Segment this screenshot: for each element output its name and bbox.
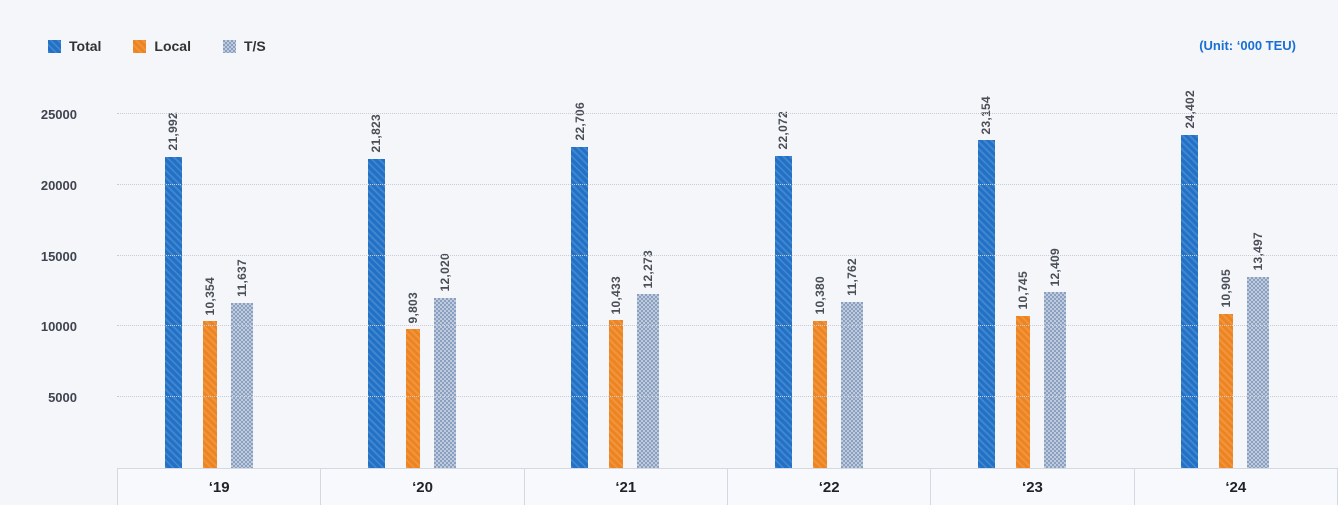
bar-column-local: 10,745 <box>1015 90 1030 468</box>
legend-swatch-ts-icon <box>222 39 236 53</box>
bar-t-s[interactable] <box>1247 276 1270 468</box>
y-axis-tick-label: 10000 <box>40 319 77 335</box>
unit-label: (Unit: ‘000 TEU) <box>1199 38 1296 53</box>
gridline <box>117 325 1337 327</box>
legend-swatch-local-icon <box>133 39 147 53</box>
bar-value-label: 10,380 <box>812 276 827 315</box>
bar-total[interactable] <box>977 140 995 468</box>
legend-label-ts: T/S <box>243 38 266 54</box>
bar-column-total: 22,706 <box>571 90 589 468</box>
y-axis-tick-label: 20000 <box>40 177 77 193</box>
gridline <box>117 254 1337 256</box>
bar-column-t-s: 12,409 <box>1043 90 1066 468</box>
bar-total[interactable] <box>1181 134 1199 468</box>
bar-value-label: 13,497 <box>1251 232 1266 271</box>
bar-t-s[interactable] <box>230 303 253 468</box>
bar-t-s[interactable] <box>840 301 863 468</box>
x-axis-label: ‘20 <box>320 469 523 505</box>
y-axis-tick-label: 15000 <box>40 248 77 264</box>
bar-value-label: 12,409 <box>1047 247 1062 287</box>
bar-local[interactable] <box>1219 313 1234 468</box>
legend-item-local[interactable]: Local <box>133 38 191 54</box>
y-axis-tick-label: 25000 <box>40 107 77 123</box>
bar-local[interactable] <box>1015 315 1030 468</box>
bar-local[interactable] <box>609 320 624 468</box>
bar-value-label: 21,823 <box>369 114 384 153</box>
bar-value-label: 11,637 <box>234 259 249 298</box>
gridline <box>117 396 1337 398</box>
bar-column-local: 10,905 <box>1219 90 1234 468</box>
bar-value-label: 21,992 <box>166 112 181 151</box>
bar-column-local: 10,354 <box>202 90 217 468</box>
gridline <box>117 183 1337 185</box>
x-axis-label: ‘19 <box>117 469 320 505</box>
bar-value-label: 9,803 <box>405 291 420 324</box>
bar-column-total: 21,823 <box>367 90 385 468</box>
bar-value-label: 11,762 <box>844 257 859 296</box>
bar-total[interactable] <box>571 146 589 468</box>
bar-column-t-s: 12,273 <box>637 90 660 468</box>
bar-cluster: 22,706 10,433 12,273 <box>571 90 660 468</box>
bar-column-t-s: 11,762 <box>840 90 863 468</box>
bar-value-label: 10,354 <box>202 276 217 316</box>
bar-group: 21,823 9,803 12,020 <box>320 90 523 468</box>
bar-cluster: 24,402 10,905 13,497 <box>1181 90 1270 468</box>
bar-group: 24,402 10,905 13,497 <box>1134 90 1337 468</box>
bar-total[interactable] <box>164 156 182 468</box>
bar-t-s[interactable] <box>433 297 456 468</box>
bar-t-s[interactable] <box>1043 292 1066 468</box>
bar-column-total: 22,072 <box>774 90 792 468</box>
bar-group: 22,072 10,380 11,762 <box>727 90 930 468</box>
bar-groups: 21,992 10,354 11,637 21,823 9,803 12,020 22,70… <box>117 90 1337 468</box>
bar-cluster: 23,154 10,745 12,409 <box>977 90 1066 468</box>
bar-column-total: 24,402 <box>1181 90 1199 468</box>
bar-column-local: 9,803 <box>405 90 420 468</box>
bar-total[interactable] <box>774 155 792 468</box>
bar-column-t-s: 13,497 <box>1247 90 1270 468</box>
x-axis-label: ‘23 <box>930 469 1133 505</box>
legend-item-total[interactable]: Total <box>48 38 101 54</box>
x-axis-label: ‘24 <box>1133 469 1338 505</box>
legend-swatch-total-icon <box>48 39 61 53</box>
bar-group: 22,706 10,433 12,273 <box>524 90 727 468</box>
gridline <box>117 113 1337 115</box>
bar-column-total: 23,154 <box>977 90 995 468</box>
bar-value-label: 22,072 <box>776 110 791 150</box>
bar-value-label: 10,745 <box>1015 271 1030 310</box>
x-axis-label: ‘22 <box>726 469 930 505</box>
bar-cluster: 22,072 10,380 11,762 <box>774 90 863 468</box>
legend-label-total: Total <box>69 38 102 54</box>
x-axis-label: ‘21 <box>523 469 727 505</box>
plot-area: 21,992 10,354 11,637 21,823 9,803 12,020 22,70… <box>41 90 1337 468</box>
bar-column-t-s: 12,020 <box>433 90 456 468</box>
bar-total[interactable] <box>367 159 385 468</box>
bar-column-t-s: 11,637 <box>230 90 253 468</box>
bar-cluster: 21,823 9,803 12,020 <box>367 90 456 468</box>
bar-column-total: 21,992 <box>164 90 182 468</box>
bar-value-label: 10,433 <box>609 275 624 315</box>
bar-value-label: 23,154 <box>979 95 994 135</box>
legend-label-local: Local <box>154 38 191 54</box>
bar-column-local: 10,433 <box>609 90 624 468</box>
chart-legend: Total Local T/S <box>48 38 266 54</box>
bar-cluster: 21,992 10,354 11,637 <box>164 90 253 468</box>
bar-value-label: 12,020 <box>437 253 452 292</box>
legend-item-ts[interactable]: T/S <box>222 38 266 54</box>
x-axis: ‘19 ‘20 ‘21 ‘22 ‘23 ‘24 <box>117 468 1338 505</box>
bar-local[interactable] <box>202 321 217 468</box>
bar-value-label: 10,905 <box>1219 269 1234 308</box>
bar-column-local: 10,380 <box>812 90 827 468</box>
y-axis-tick-label: 5000 <box>48 390 77 406</box>
bar-value-label: 22,706 <box>572 101 587 141</box>
bar-t-s[interactable] <box>637 294 660 468</box>
bar-value-label: 24,402 <box>1182 90 1197 129</box>
bar-group: 23,154 10,745 12,409 <box>930 90 1133 468</box>
bar-local[interactable] <box>405 329 420 468</box>
bar-local[interactable] <box>812 321 827 468</box>
bar-group: 21,992 10,354 11,637 <box>117 90 320 468</box>
